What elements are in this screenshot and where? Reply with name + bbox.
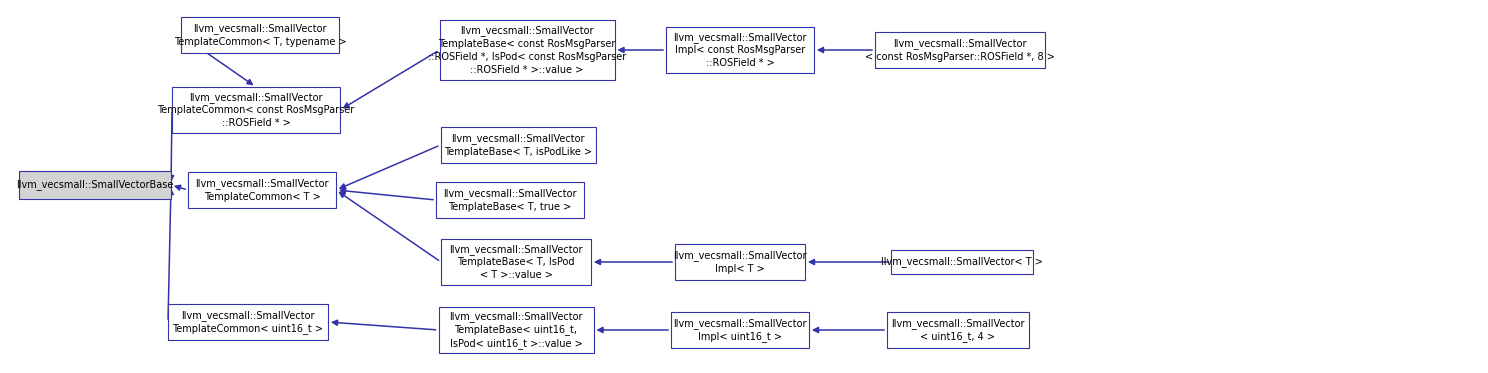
FancyBboxPatch shape <box>887 312 1030 348</box>
Text: llvm_vecsmall::SmallVector
Impl< const RosMsgParser
::ROSField * >: llvm_vecsmall::SmallVector Impl< const R… <box>673 32 806 68</box>
FancyBboxPatch shape <box>440 239 591 285</box>
FancyBboxPatch shape <box>173 87 339 133</box>
FancyBboxPatch shape <box>19 171 171 199</box>
Text: llvm_vecsmall::SmallVector
TemplateBase< T, true >: llvm_vecsmall::SmallVector TemplateBase<… <box>443 188 577 212</box>
FancyBboxPatch shape <box>891 250 1033 274</box>
FancyBboxPatch shape <box>187 172 336 208</box>
Text: llvm_vecsmall::SmallVectorBase: llvm_vecsmall::SmallVectorBase <box>16 179 174 191</box>
FancyBboxPatch shape <box>676 244 805 280</box>
FancyBboxPatch shape <box>439 20 615 80</box>
Text: llvm_vecsmall::SmallVector
TemplateCommon< const RosMsgParser
::ROSField * >: llvm_vecsmall::SmallVector TemplateCommo… <box>158 92 354 128</box>
Text: llvm_vecsmall::SmallVector
TemplateBase< T, isPodLike >: llvm_vecsmall::SmallVector TemplateBase<… <box>443 133 592 157</box>
FancyBboxPatch shape <box>168 304 327 340</box>
FancyBboxPatch shape <box>439 307 594 353</box>
Text: llvm_vecsmall::SmallVector
TemplateBase< uint16_t,
IsPod< uint16_t >::value >: llvm_vecsmall::SmallVector TemplateBase<… <box>449 311 583 349</box>
FancyBboxPatch shape <box>440 127 595 163</box>
Text: llvm_vecsmall::SmallVector
TemplateBase< const RosMsgParser
::ROSField *, IsPod<: llvm_vecsmall::SmallVector TemplateBase<… <box>429 25 626 75</box>
FancyBboxPatch shape <box>436 182 583 218</box>
Text: llvm_vecsmall::SmallVector
Impl< uint16_t >: llvm_vecsmall::SmallVector Impl< uint16_… <box>673 318 806 342</box>
Text: llvm_vecsmall::SmallVector
< uint16_t, 4 >: llvm_vecsmall::SmallVector < uint16_t, 4… <box>891 318 1025 342</box>
Text: llvm_vecsmall::SmallVector
< const RosMsgParser::ROSField *, 8 >: llvm_vecsmall::SmallVector < const RosMs… <box>865 38 1055 62</box>
FancyBboxPatch shape <box>182 17 339 53</box>
Text: llvm_vecsmall::SmallVector
Impl< T >: llvm_vecsmall::SmallVector Impl< T > <box>673 250 806 274</box>
FancyBboxPatch shape <box>667 27 814 73</box>
Text: llvm_vecsmall::SmallVector
TemplateCommon< T >: llvm_vecsmall::SmallVector TemplateCommo… <box>195 178 329 202</box>
Text: llvm_vecsmall::SmallVector
TemplateCommon< uint16_t >: llvm_vecsmall::SmallVector TemplateCommo… <box>173 310 323 334</box>
Text: llvm_vecsmall::SmallVector
TemplateCommon< T, typename >: llvm_vecsmall::SmallVector TemplateCommo… <box>174 23 347 47</box>
Text: llvm_vecsmall::SmallVector
TemplateBase< T, IsPod
< T >::value >: llvm_vecsmall::SmallVector TemplateBase<… <box>449 244 583 280</box>
FancyBboxPatch shape <box>875 32 1045 68</box>
FancyBboxPatch shape <box>671 312 809 348</box>
Text: llvm_vecsmall::SmallVector< T >: llvm_vecsmall::SmallVector< T > <box>881 257 1043 267</box>
